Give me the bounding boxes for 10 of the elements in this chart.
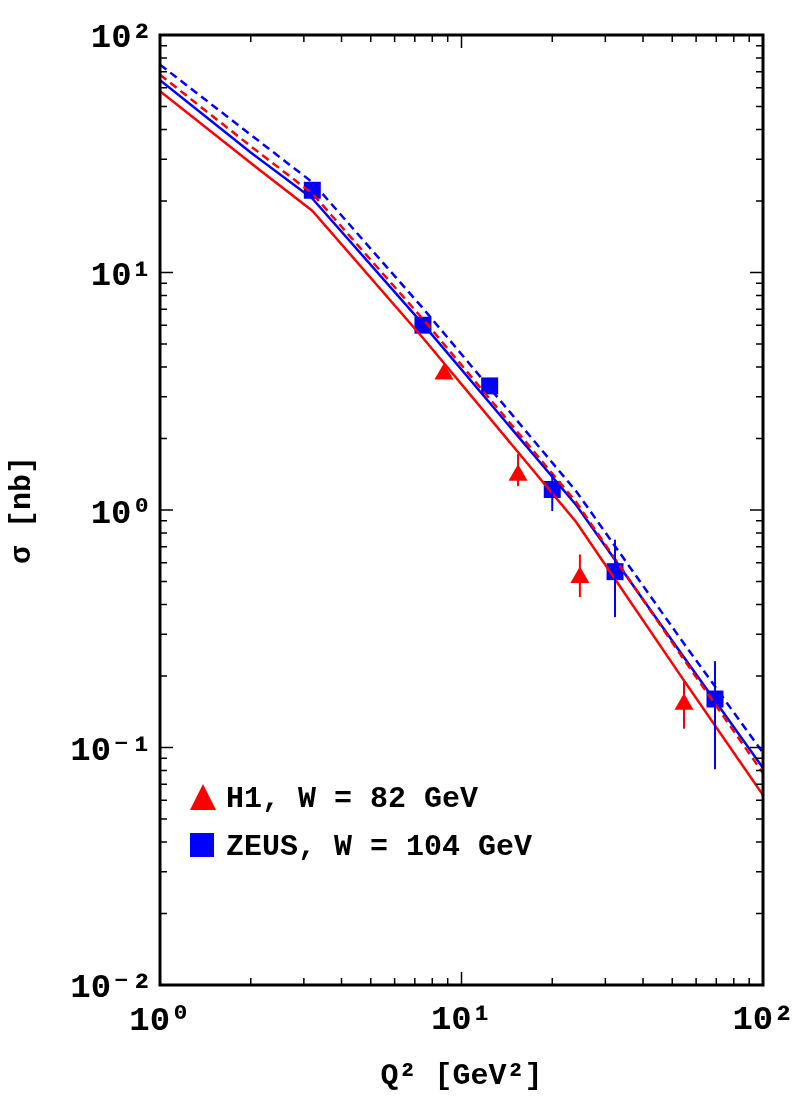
x-tick-label: 10¹ [430,1001,493,1039]
y-tick-label: 10⁻¹ [70,731,152,770]
y-tick-label: 10⁰ [90,494,152,533]
x-axis-title: Q² [GeV²] [380,1058,543,1093]
y-axis-title: σ [nb] [4,455,39,565]
legend-label: H1, W = 82 GeV [226,781,479,816]
y-tick-label: 10² [90,19,152,57]
y-tick-label: 10¹ [90,256,152,295]
x-tick-label: 10² [732,1001,794,1039]
legend-label: ZEUS, W = 104 GeV [226,829,533,864]
